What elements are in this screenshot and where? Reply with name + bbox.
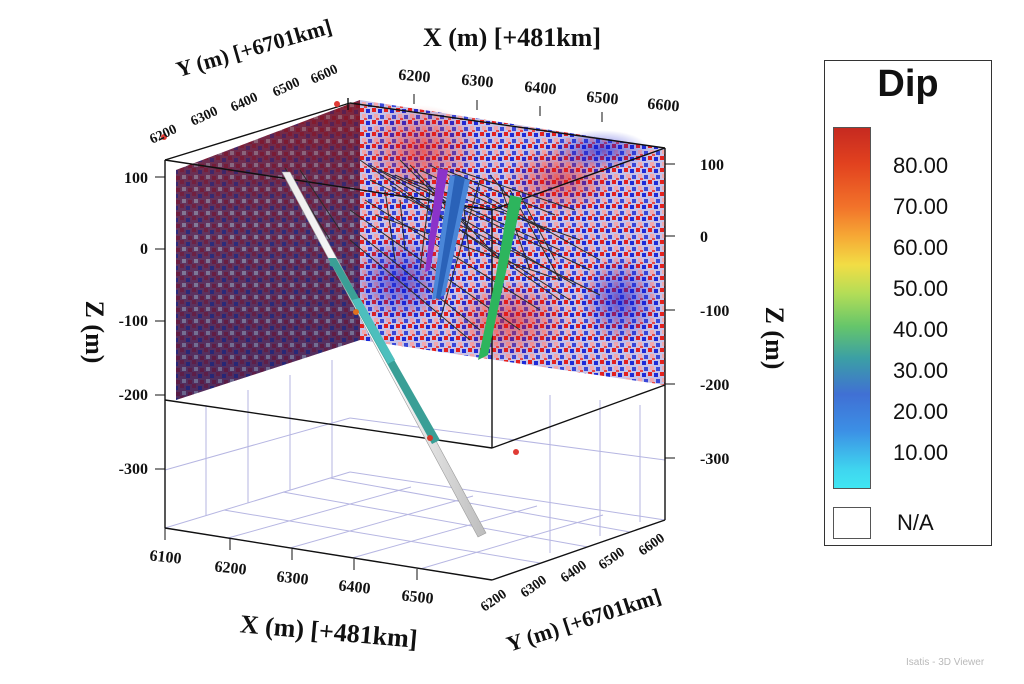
z-tick-left: -200: [119, 387, 148, 404]
z-tick-marks-left: [155, 176, 165, 470]
x-tick-bottom: 6400: [338, 577, 372, 597]
z-tick-left: 0: [140, 241, 148, 258]
legend-value: 70.00: [893, 194, 949, 219]
x-tick-top: 6400: [524, 79, 557, 99]
legend-title: Dip: [877, 63, 939, 105]
x-tick-bottom: 6500: [401, 587, 435, 607]
legend-value: 10.00: [893, 440, 949, 465]
dip-legend: Dip 80.00 70.00 60.00 50.00 40.00 30.00 …: [824, 60, 992, 546]
x-ticks-top: 6200 6300 6400 6500 6600: [398, 67, 680, 116]
z-tick-left: -100: [119, 313, 148, 330]
x-tick-bottom: 6100: [149, 547, 183, 567]
y-tick-bottom: 6600: [636, 531, 668, 559]
floor-grid: [164, 360, 666, 581]
z-tick-left: -300: [119, 461, 148, 478]
x-tick-top: 6600: [647, 96, 680, 116]
legend-value: 30.00: [893, 358, 949, 383]
surface-green: [478, 195, 522, 360]
section-plane-yz: [176, 100, 360, 400]
z-tick-left: 100: [124, 170, 148, 187]
z-tick-right: 0: [700, 229, 708, 246]
z-tick-marks-right: [665, 163, 675, 459]
legend-value: 60.00: [893, 235, 949, 260]
y-tick-bottom: 6400: [558, 558, 590, 586]
z-tick-right: -200: [700, 377, 729, 394]
surface-purple: [425, 168, 448, 272]
legend-value: 50.00: [893, 276, 949, 301]
z-tick-right: -300: [700, 451, 729, 468]
z-ticks-right: 100 0 -100 -200 -300: [700, 157, 729, 468]
borehole: [161, 101, 519, 538]
3d-viewer-scene[interactable]: X (m) [+481km] Y (m) [+6701km] X (m) [+4…: [0, 0, 800, 684]
x-tick-marks-top: [413, 94, 603, 122]
x-axis-title-top: X (m) [+481km]: [423, 23, 601, 52]
z-tick-right: 100: [700, 157, 724, 174]
x-tick-top: 6300: [461, 72, 494, 92]
z-axis-title-right: Z (m): [760, 307, 789, 370]
legend-value: 40.00: [893, 317, 949, 342]
x-tick-top: 6500: [586, 89, 619, 109]
y-tick-top: 6200: [148, 122, 180, 147]
y-tick-bottom: 6200: [478, 587, 510, 615]
y-tick-top: 6600: [309, 62, 341, 87]
legend-na-label: N/A: [897, 510, 934, 535]
dip-surfaces: [425, 168, 522, 360]
y-axis-title-top: Y (m) [+6701km]: [173, 14, 334, 82]
watermark: Isatis - 3D Viewer: [906, 657, 985, 668]
legend-value: 80.00: [893, 153, 949, 178]
legend-na-swatch: [833, 507, 871, 539]
x-ticks-bottom: 6100 6200 6300 6400 6500: [149, 547, 435, 607]
y-tick-top: 6400: [229, 90, 261, 115]
y-tick-top: 6300: [189, 104, 221, 129]
y-tick-top: 6500: [271, 75, 303, 100]
x-tick-bottom: 6200: [214, 558, 248, 578]
x-axis-title-bottom: X (m) [+481km]: [239, 609, 419, 653]
z-tick-right: -100: [700, 303, 729, 320]
y-tick-bottom: 6500: [596, 545, 628, 573]
x-tick-top: 6200: [398, 67, 431, 87]
x-tick-marks-bottom: [164, 528, 418, 580]
legend-color-ramp: [833, 127, 871, 489]
y-tick-bottom: 6300: [518, 573, 550, 601]
legend-value: 20.00: [893, 399, 949, 424]
z-axis-title-left: Z (m): [80, 301, 109, 364]
z-ticks-left: 100 0 -100 -200 -300: [119, 170, 148, 478]
x-tick-bottom: 6300: [276, 568, 310, 588]
surface-blue-dark: [436, 175, 465, 300]
section-plane-xz: [350, 100, 665, 385]
